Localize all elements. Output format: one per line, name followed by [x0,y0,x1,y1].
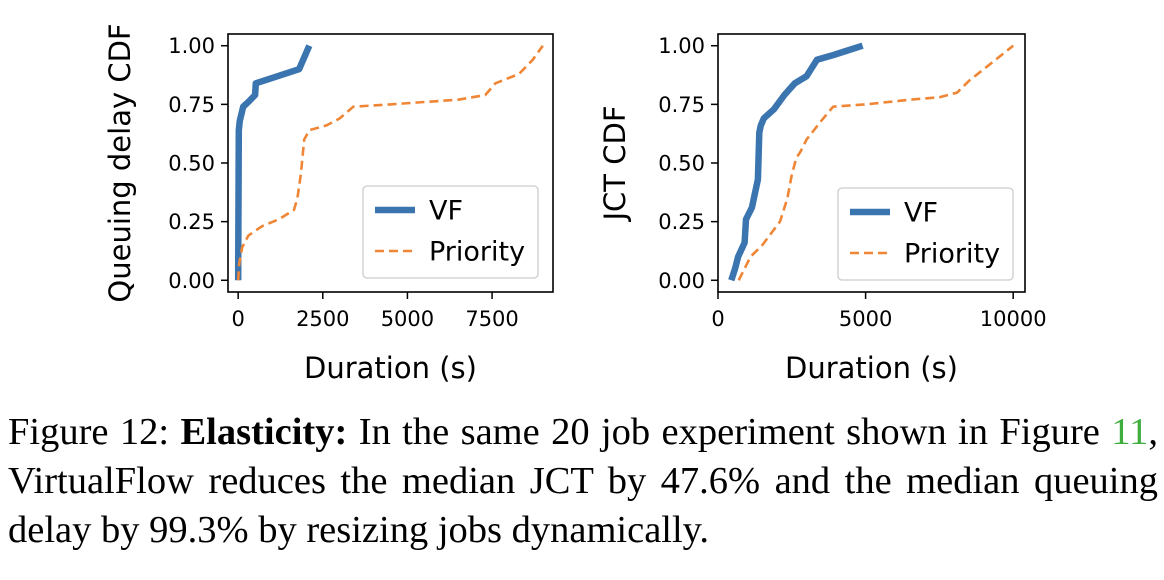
y-tick-label: 0.00 [658,269,705,293]
x-tick-label: 0 [231,307,244,331]
legend-label-priority: Priority [904,239,1000,270]
y-axis-label: Queuing delay CDF [103,23,137,302]
y-tick-label: 0.50 [168,152,215,176]
x-axis-label: Duration (s) [785,351,958,385]
x-tick-label: 5000 [381,307,434,331]
x-tick-label: 7500 [465,307,518,331]
series-line-priority [737,44,1015,281]
jct-cdf-chart: 0 5000 10000 0.00 0.25 0.50 0.75 1.00 Duration (… [598,33,1047,385]
legend-label-vf: VF [429,196,463,227]
figure-charts: 0 2500 5000 7500 0.00 0.25 0.50 0.75 1.00 Duratio… [103,23,1047,385]
y-tick-label: 0.75 [658,93,705,117]
series-line-vf [728,42,864,282]
caption-bold-title: Elasticity: [180,411,348,453]
y-tick-label: 0.25 [168,210,215,234]
y-tick-label: 0.00 [168,269,215,293]
y-tick-label: 1.00 [168,34,215,58]
legend: VF Priority [837,187,1014,281]
caption-figure-label: Figure 12: [8,411,170,453]
series-line-priority [236,44,544,281]
y-tick-label: 0.75 [168,93,215,117]
y-tick-label: 0.50 [658,152,705,176]
x-tick-label: 5000 [839,307,892,331]
x-tick-label: 2500 [296,307,349,331]
caption-figure-reference-link[interactable]: 11 [1111,411,1149,453]
y-tick-label: 1.00 [658,34,705,58]
x-tick-label: 10000 [980,307,1047,331]
x-tick-label: 0 [711,307,724,331]
x-axis-label: Duration (s) [304,351,477,385]
caption-text-after-ref: , VirtualFlow reduces the median JCT by … [8,411,1158,551]
series-line-vf [234,44,313,281]
figure-caption: Figure 12: Elasticity: In the same 20 jo… [8,408,1158,555]
queuing-delay-cdf-chart: 0 2500 5000 7500 0.00 0.25 0.50 0.75 1.00 Duratio… [103,23,554,385]
legend: VF Priority [362,185,539,279]
legend-label-priority: Priority [429,237,525,268]
legend-label-vf: VF [904,198,938,229]
y-tick-label: 0.25 [658,210,705,234]
y-axis-label: JCT CDF [598,106,632,223]
caption-text-before-ref: In the same 20 job experiment shown in F… [358,411,1100,453]
